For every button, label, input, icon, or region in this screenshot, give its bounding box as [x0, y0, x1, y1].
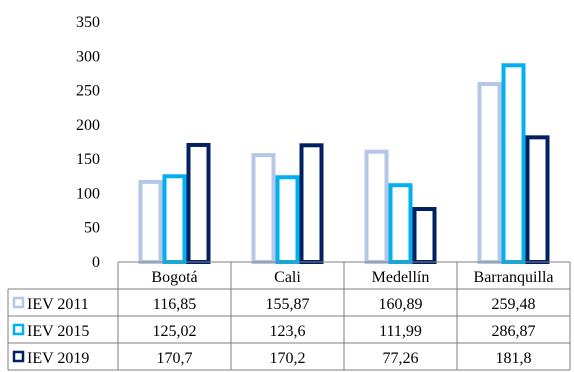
- legend-label: IEV 2019: [27, 350, 89, 367]
- y-tick-label: 150: [76, 151, 100, 168]
- legend-key: [12, 350, 25, 363]
- y-tick-label: 250: [76, 83, 100, 100]
- y-tick-label: 350: [76, 14, 100, 31]
- data-label: 155,87: [266, 296, 310, 313]
- bar: [388, 183, 413, 265]
- legend-key: [12, 296, 25, 309]
- data-label: 181,8: [496, 350, 532, 367]
- y-tick-label: 0: [92, 254, 100, 271]
- data-label: 259,48: [492, 296, 536, 313]
- legend-label: IEV 2015: [27, 323, 89, 340]
- bar: [299, 143, 324, 264]
- y-tick-label: 100: [76, 185, 100, 202]
- bar: [275, 175, 300, 264]
- y-tick-label: 300: [76, 48, 100, 65]
- y-axis: 0 50 100 150 200 250 300 350: [76, 14, 100, 271]
- data-label: 286,87: [492, 323, 536, 340]
- data-label: 123,6: [270, 323, 306, 340]
- data-label: 77,26: [383, 350, 419, 367]
- data-label: 125,02: [153, 323, 197, 340]
- category-label: Cali: [274, 269, 301, 286]
- bar: [525, 135, 550, 264]
- bar: [251, 153, 276, 265]
- bar: [162, 174, 187, 264]
- category-label: Bogotá: [151, 269, 197, 286]
- data-label: 111,99: [379, 323, 422, 340]
- bar: [501, 63, 526, 265]
- bar: [412, 207, 437, 264]
- category-label: Medellín: [372, 269, 430, 286]
- data-label: 170,7: [157, 350, 193, 367]
- y-tick-label: 50: [84, 220, 100, 237]
- bar: [364, 149, 389, 264]
- data-label: 160,89: [379, 296, 423, 313]
- legend-label: IEV 2011: [27, 296, 89, 313]
- data-table: Bogotá Cali Medellín Barranquilla IEV 2011 11…: [7, 261, 571, 371]
- bar: [477, 82, 502, 264]
- data-label: 170,2: [270, 350, 306, 367]
- bar: [186, 142, 211, 265]
- category-label: Barranquilla: [474, 269, 554, 286]
- bar: [138, 179, 163, 264]
- bars: [138, 63, 550, 265]
- data-label: 116,85: [153, 296, 196, 313]
- legend-key: [12, 323, 25, 336]
- y-tick-label: 200: [76, 117, 100, 134]
